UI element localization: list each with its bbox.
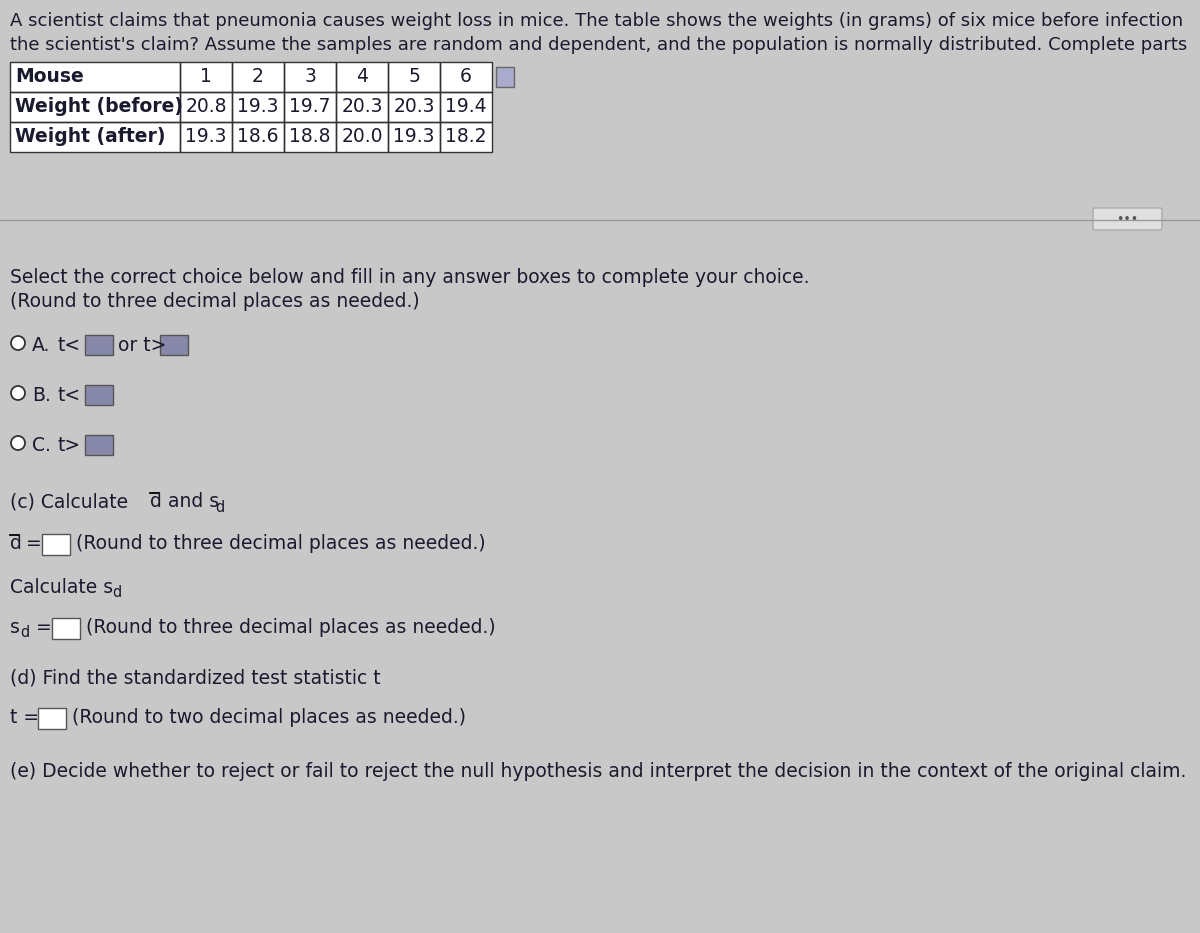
FancyBboxPatch shape: [160, 335, 188, 355]
Text: 19.3: 19.3: [238, 98, 278, 117]
Text: (Round to two decimal places as needed.): (Round to two decimal places as needed.): [72, 708, 466, 727]
Text: (c) Calculate: (c) Calculate: [10, 492, 134, 511]
Text: =: =: [30, 618, 52, 637]
Text: or t>: or t>: [118, 336, 167, 355]
Text: 3: 3: [304, 67, 316, 87]
Text: t<: t<: [58, 336, 82, 355]
Text: 19.4: 19.4: [445, 98, 487, 117]
Text: d: d: [10, 534, 22, 553]
Text: Mouse: Mouse: [14, 67, 84, 87]
Text: B.: B.: [32, 386, 50, 405]
Text: Calculate s: Calculate s: [10, 578, 113, 597]
FancyBboxPatch shape: [52, 618, 80, 639]
Circle shape: [11, 336, 25, 350]
Text: 20.8: 20.8: [185, 98, 227, 117]
Text: Weight (after): Weight (after): [14, 128, 166, 146]
Text: 20.3: 20.3: [341, 98, 383, 117]
Text: t<: t<: [58, 386, 82, 405]
FancyBboxPatch shape: [85, 385, 113, 405]
Text: d: d: [150, 492, 162, 511]
FancyBboxPatch shape: [1093, 208, 1162, 230]
Text: (Round to three decimal places as needed.): (Round to three decimal places as needed…: [10, 292, 420, 311]
Text: 4: 4: [356, 67, 368, 87]
FancyBboxPatch shape: [85, 335, 113, 355]
Text: C.: C.: [32, 436, 50, 455]
Text: 19.3: 19.3: [394, 128, 434, 146]
Text: the scientist's claim? Assume the samples are random and dependent, and the popu: the scientist's claim? Assume the sample…: [10, 36, 1187, 54]
Text: d: d: [215, 500, 224, 515]
Text: 1: 1: [200, 67, 212, 87]
Circle shape: [11, 436, 25, 450]
Circle shape: [11, 386, 25, 400]
FancyBboxPatch shape: [85, 435, 113, 455]
Text: =: =: [20, 534, 42, 553]
Text: 19.7: 19.7: [289, 98, 331, 117]
Text: t =: t =: [10, 708, 40, 727]
Text: (d) Find the standardized test statistic t: (d) Find the standardized test statistic…: [10, 668, 380, 687]
Text: 20.0: 20.0: [341, 128, 383, 146]
Text: (Round to three decimal places as needed.): (Round to three decimal places as needed…: [76, 534, 486, 553]
Text: 18.2: 18.2: [445, 128, 487, 146]
Text: 6: 6: [460, 67, 472, 87]
Text: Select the correct choice below and fill in any answer boxes to complete your ch: Select the correct choice below and fill…: [10, 268, 810, 287]
FancyBboxPatch shape: [496, 67, 514, 87]
Text: s: s: [10, 618, 20, 637]
Text: Weight (before): Weight (before): [14, 98, 182, 117]
Text: 19.3: 19.3: [185, 128, 227, 146]
Text: and s: and s: [162, 492, 220, 511]
Text: A.: A.: [32, 336, 50, 355]
Text: A scientist claims that pneumonia causes weight loss in mice. The table shows th: A scientist claims that pneumonia causes…: [10, 12, 1183, 30]
Text: 20.3: 20.3: [394, 98, 434, 117]
FancyBboxPatch shape: [10, 62, 492, 152]
Text: (Round to three decimal places as needed.): (Round to three decimal places as needed…: [86, 618, 496, 637]
Text: (e) Decide whether to reject or fail to reject the null hypothesis and interpret: (e) Decide whether to reject or fail to …: [10, 762, 1187, 781]
Text: 2: 2: [252, 67, 264, 87]
Text: 18.6: 18.6: [238, 128, 278, 146]
Text: d: d: [112, 585, 121, 600]
Text: 5: 5: [408, 67, 420, 87]
Text: t>: t>: [58, 436, 82, 455]
Text: 18.8: 18.8: [289, 128, 331, 146]
Text: d: d: [20, 625, 29, 640]
FancyBboxPatch shape: [42, 534, 70, 555]
FancyBboxPatch shape: [38, 708, 66, 729]
Text: •••: •••: [1116, 213, 1138, 226]
